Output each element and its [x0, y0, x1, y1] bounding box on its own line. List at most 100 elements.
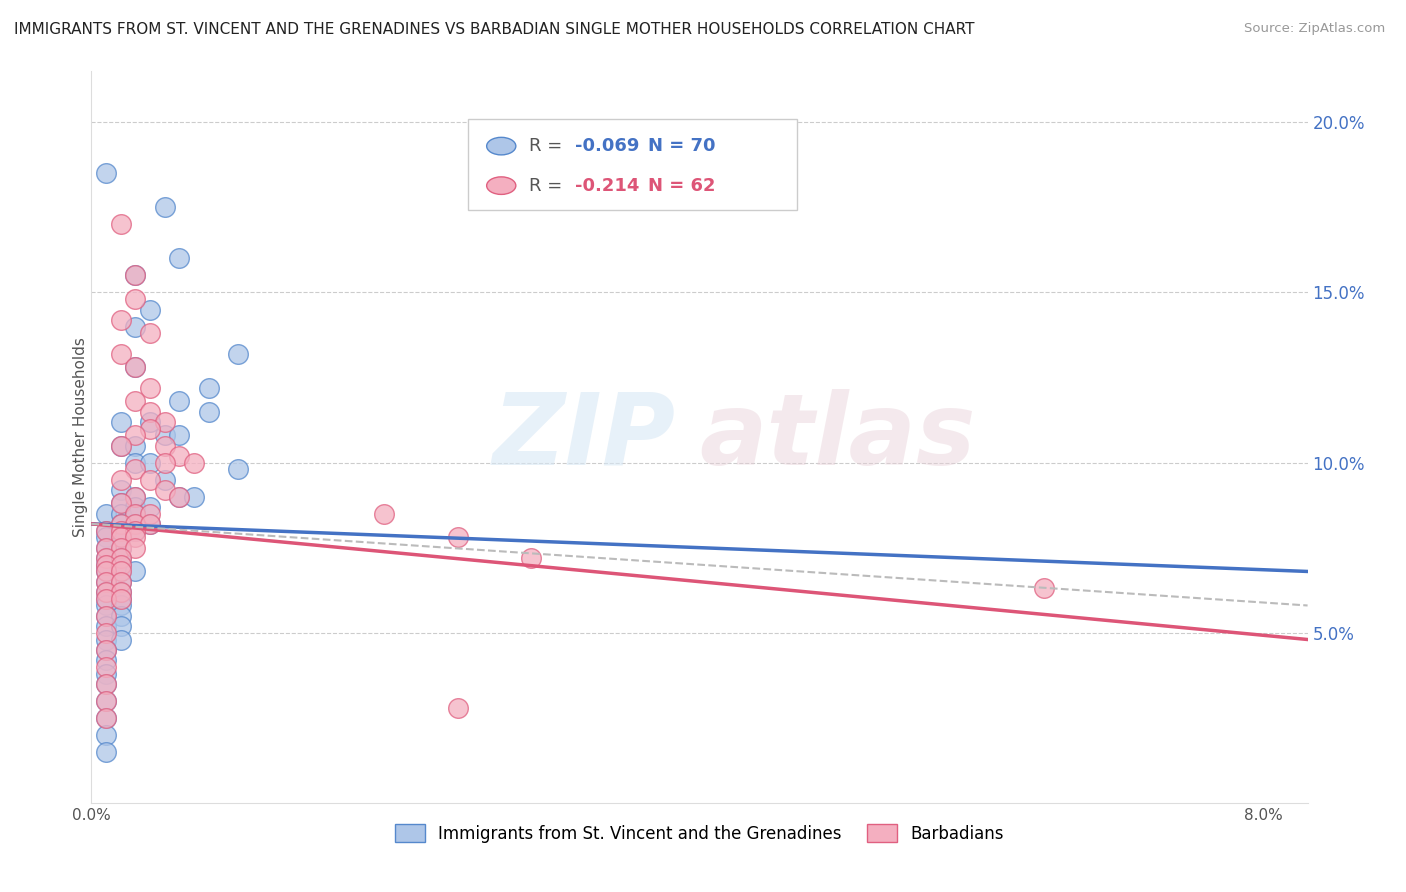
Text: -0.069: -0.069 [575, 137, 640, 155]
Point [110, 507, 132, 521]
Point [124, 268, 146, 283]
Point [153, 201, 176, 215]
Point [139, 326, 162, 341]
Point [110, 550, 132, 565]
Point [94, 585, 117, 599]
Point [110, 415, 132, 429]
Point [153, 473, 176, 487]
Point [110, 473, 132, 487]
Point [124, 268, 146, 283]
Point [94, 591, 117, 606]
Point [110, 565, 132, 579]
Text: R =: R = [529, 177, 568, 194]
Point [94, 558, 117, 572]
Point [153, 483, 176, 497]
Point [94, 728, 117, 742]
Point [124, 394, 146, 409]
Point [169, 428, 191, 442]
Point [94, 558, 117, 572]
Point [124, 360, 146, 375]
Y-axis label: Single Mother Households: Single Mother Households [73, 337, 87, 537]
Text: -0.214: -0.214 [575, 177, 640, 194]
Point [169, 394, 191, 409]
Point [1032, 582, 1054, 596]
Point [139, 404, 162, 418]
Point [94, 619, 117, 633]
Point [94, 541, 117, 555]
Point [110, 574, 132, 589]
Point [94, 599, 117, 613]
Point [110, 496, 132, 510]
Point [94, 166, 117, 180]
Point [110, 585, 132, 599]
Point [153, 456, 176, 470]
FancyBboxPatch shape [468, 119, 797, 211]
Text: IMMIGRANTS FROM ST. VINCENT AND THE GRENADINES VS BARBADIAN SINGLE MOTHER HOUSEH: IMMIGRANTS FROM ST. VINCENT AND THE GREN… [14, 22, 974, 37]
Text: atlas: atlas [699, 389, 976, 485]
Point [169, 252, 191, 266]
Point [124, 507, 146, 521]
Point [94, 642, 117, 657]
Point [124, 293, 146, 307]
Text: Source: ZipAtlas.com: Source: ZipAtlas.com [1244, 22, 1385, 36]
Point [94, 550, 117, 565]
Point [110, 541, 132, 555]
Text: R =: R = [529, 137, 568, 155]
Point [124, 456, 146, 470]
Point [139, 302, 162, 317]
Point [110, 632, 132, 647]
Point [94, 507, 117, 521]
Point [124, 428, 146, 442]
Point [153, 415, 176, 429]
Point [94, 625, 117, 640]
Point [169, 490, 191, 504]
Text: N = 62: N = 62 [648, 177, 716, 194]
Point [124, 565, 146, 579]
Point [124, 490, 146, 504]
Point [110, 516, 132, 531]
Point [94, 745, 117, 759]
Point [124, 541, 146, 555]
Circle shape [486, 177, 516, 194]
Point [110, 591, 132, 606]
Point [94, 550, 117, 565]
Point [110, 439, 132, 453]
Point [226, 347, 249, 361]
Point [94, 608, 117, 623]
Text: N = 70: N = 70 [648, 137, 716, 155]
Point [124, 507, 146, 521]
Point [124, 516, 146, 531]
Point [94, 608, 117, 623]
Point [124, 524, 146, 538]
Point [110, 558, 132, 572]
Point [94, 694, 117, 708]
Point [94, 677, 117, 691]
Point [139, 456, 162, 470]
Point [153, 439, 176, 453]
Point [197, 381, 219, 395]
Point [139, 516, 162, 531]
Point [94, 524, 117, 538]
Point [139, 415, 162, 429]
Point [94, 531, 117, 545]
Point [110, 599, 132, 613]
Point [94, 711, 117, 725]
Point [94, 541, 117, 555]
Point [447, 531, 470, 545]
Point [110, 531, 132, 545]
Point [183, 490, 205, 504]
Point [124, 319, 146, 334]
Point [110, 439, 132, 453]
Point [94, 666, 117, 681]
Point [94, 632, 117, 647]
Point [110, 496, 132, 510]
Circle shape [486, 137, 516, 155]
Point [139, 500, 162, 514]
Point [110, 524, 132, 538]
Point [139, 507, 162, 521]
Point [110, 565, 132, 579]
Point [94, 659, 117, 673]
Point [139, 516, 162, 531]
Point [124, 360, 146, 375]
Point [110, 531, 132, 545]
